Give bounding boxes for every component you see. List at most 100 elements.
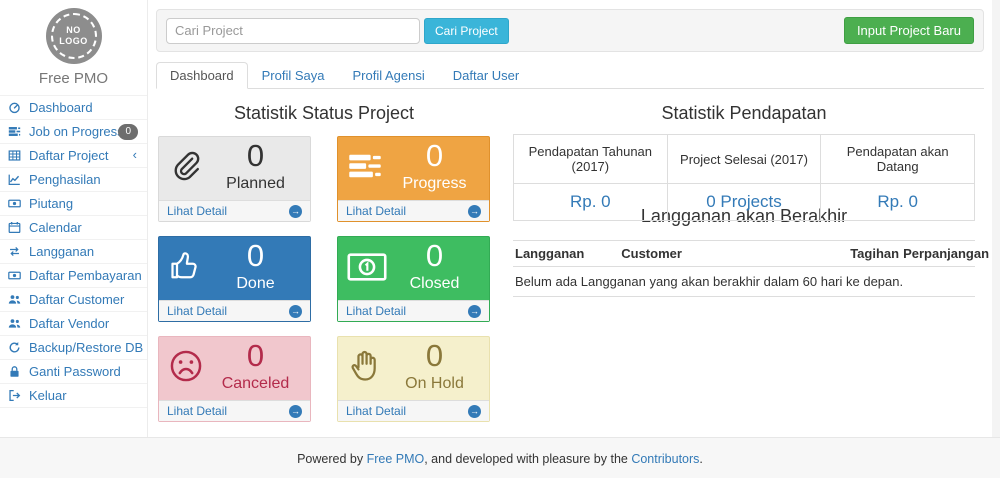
status-label: Progress xyxy=(402,175,467,192)
main-content: Cari Project Input Project Baru Dashboar… xyxy=(148,0,992,437)
sidebar-item-label: Backup/Restore DB xyxy=(29,340,144,355)
search-button[interactable]: Cari Project xyxy=(424,17,509,44)
sidebar-item-label: Job on Progress xyxy=(29,124,124,139)
status-card-body: 0 Planned xyxy=(159,137,310,200)
tab-daftar-user[interactable]: Daftar User xyxy=(452,68,520,83)
sidebar-item-penghasilan[interactable]: Penghasilan xyxy=(0,167,147,191)
status-card-on-hold: 0 On Hold Lihat Detail xyxy=(337,336,490,422)
sidebar-nav: Dashboard Job on Progress 0 Daftar Proje… xyxy=(0,95,147,408)
sidebar-item-langganan[interactable]: Langganan xyxy=(0,239,147,263)
sidebar-item-ganti-password[interactable]: Ganti Password xyxy=(0,359,147,383)
status-count: 0 xyxy=(246,338,265,373)
sidebar-item-job-on-progress[interactable]: Job on Progress 0 xyxy=(0,119,147,143)
tasks-icon xyxy=(8,125,25,138)
sidebar-item-dashboard[interactable]: Dashboard xyxy=(0,95,147,119)
status-count: 0 xyxy=(246,238,265,273)
status-count: 0 xyxy=(246,138,265,173)
sidebar-item-backup-restore-db[interactable]: Backup/Restore DB xyxy=(0,335,147,359)
sidebar-item-daftar-pembayaran[interactable]: Daftar Pembayaran xyxy=(0,263,147,287)
footer-text: , and developed with pleasure by the xyxy=(424,452,632,466)
income-value-link[interactable]: Rp. 0 xyxy=(513,183,668,221)
income-header-cell: Project Selesai (2017) xyxy=(666,134,822,184)
subs-col-header: Tagihan xyxy=(836,240,902,267)
income-section-title: Statistik Pendapatan xyxy=(661,103,827,123)
sidebar-item-label: Daftar Vendor xyxy=(29,316,110,331)
sidebar-item-label: Ganti Password xyxy=(29,364,121,379)
status-card-canceled: 0 Canceled Lihat Detail xyxy=(158,336,311,422)
income-value-link[interactable]: Rp. 0 xyxy=(820,183,975,221)
new-project-button[interactable]: Input Project Baru xyxy=(843,17,974,44)
sidebar-item-daftar-vendor[interactable]: Daftar Vendor xyxy=(0,311,147,335)
status-card-planned: 0 Planned Lihat Detail xyxy=(158,136,311,222)
status-card-body: 0 Canceled xyxy=(159,337,310,400)
frown-icon xyxy=(168,348,204,384)
calendar-icon xyxy=(8,221,25,234)
status-count: 0 xyxy=(425,138,444,173)
tab-dashboard[interactable]: Dashboard xyxy=(156,62,248,89)
lihat-detail-label: Lihat Detail xyxy=(167,304,228,318)
status-card-closed: 0 Closed Lihat Detail xyxy=(337,236,490,322)
refresh-icon xyxy=(8,341,25,354)
income-header-cell: Pendapatan akan Datang xyxy=(820,134,975,184)
sidebar-item-label: Piutang xyxy=(29,196,74,211)
money-icon xyxy=(8,269,25,282)
status-label: Planned xyxy=(226,175,285,192)
status-card-body: 0 On Hold xyxy=(338,337,489,400)
search-panel: Cari Project Input Project Baru xyxy=(156,9,984,52)
lihat-detail-label: Lihat Detail xyxy=(167,404,228,418)
page-footer: Powered by Free PMO, and developed with … xyxy=(0,437,1000,478)
status-label: Closed xyxy=(409,275,460,292)
income-stats-table: Pendapatan Tahunan (2017) Project Selesa… xyxy=(513,134,975,221)
line-chart-icon xyxy=(8,173,25,186)
table-icon xyxy=(8,149,25,162)
tab-profil-agensi[interactable]: Profil Agensi xyxy=(352,68,425,83)
brand-name: Free PMO xyxy=(38,70,109,87)
sidebar-item-keluar[interactable]: Keluar xyxy=(0,383,147,408)
job-count-badge: 0 xyxy=(118,124,138,140)
income-value-link[interactable]: 0 Projects xyxy=(666,183,822,221)
search-input[interactable] xyxy=(166,17,420,44)
subscription-table: Langganan Customer Tagihan Perpanjangan … xyxy=(513,240,989,297)
subs-col-header: Perpanjangan xyxy=(901,240,989,267)
arrow-circle-right-icon xyxy=(289,204,302,218)
status-card-done: 0 Done Lihat Detail xyxy=(158,236,311,322)
contributors-link[interactable]: Contributors xyxy=(631,452,700,466)
lihat-detail-link[interactable]: Lihat Detail xyxy=(159,400,310,421)
tab-profil-saya[interactable]: Profil Saya xyxy=(261,68,325,83)
lihat-detail-link[interactable]: Lihat Detail xyxy=(338,200,489,221)
sidebar-item-calendar[interactable]: Calendar xyxy=(0,215,147,239)
status-card-body: 0 Done xyxy=(159,237,310,300)
arrow-circle-right-icon xyxy=(468,304,481,318)
tab-bar: Dashboard Profil Saya Profil Agensi Daft… xyxy=(156,62,984,89)
lihat-detail-label: Lihat Detail xyxy=(346,204,407,218)
paperclip-icon xyxy=(168,148,204,184)
subs-col-header: Customer xyxy=(619,240,837,267)
chevron-left-icon: ‹ xyxy=(132,147,137,162)
sidebar-item-label: Daftar Pembayaran xyxy=(29,268,142,283)
income-header-cell: Pendapatan Tahunan (2017) xyxy=(513,134,668,184)
sidebar-item-piutang[interactable]: Piutang xyxy=(0,191,147,215)
subs-col-header: Langganan xyxy=(513,240,620,267)
free-pmo-link[interactable]: Free PMO xyxy=(366,452,425,466)
lihat-detail-link[interactable]: Lihat Detail xyxy=(159,200,310,221)
lihat-detail-label: Lihat Detail xyxy=(346,404,407,418)
dashboard-icon xyxy=(8,101,25,114)
sidebar-item-label: Langganan xyxy=(29,244,95,259)
sidebar-item-label: Calendar xyxy=(29,220,82,235)
lihat-detail-link[interactable]: Lihat Detail xyxy=(338,300,489,321)
arrow-circle-right-icon xyxy=(289,304,302,318)
lihat-detail-link[interactable]: Lihat Detail xyxy=(338,400,489,421)
sidebar-item-label: Daftar Project xyxy=(29,148,109,163)
lihat-detail-link[interactable]: Lihat Detail xyxy=(159,300,310,321)
sidebar-item-daftar-customer[interactable]: Daftar Customer xyxy=(0,287,147,311)
status-section-title: Statistik Status Project xyxy=(233,103,415,123)
footer-text: . xyxy=(699,452,703,466)
sidebar-item-daftar-project[interactable]: Daftar Project ‹ xyxy=(0,143,147,167)
users-icon xyxy=(8,317,25,330)
lihat-detail-label: Lihat Detail xyxy=(346,304,407,318)
logo-text-line1: NO xyxy=(66,25,81,35)
arrow-circle-right-icon xyxy=(468,404,481,418)
lock-icon xyxy=(8,365,25,378)
money-bill-icon xyxy=(347,248,387,282)
status-count: 0 xyxy=(425,238,444,273)
